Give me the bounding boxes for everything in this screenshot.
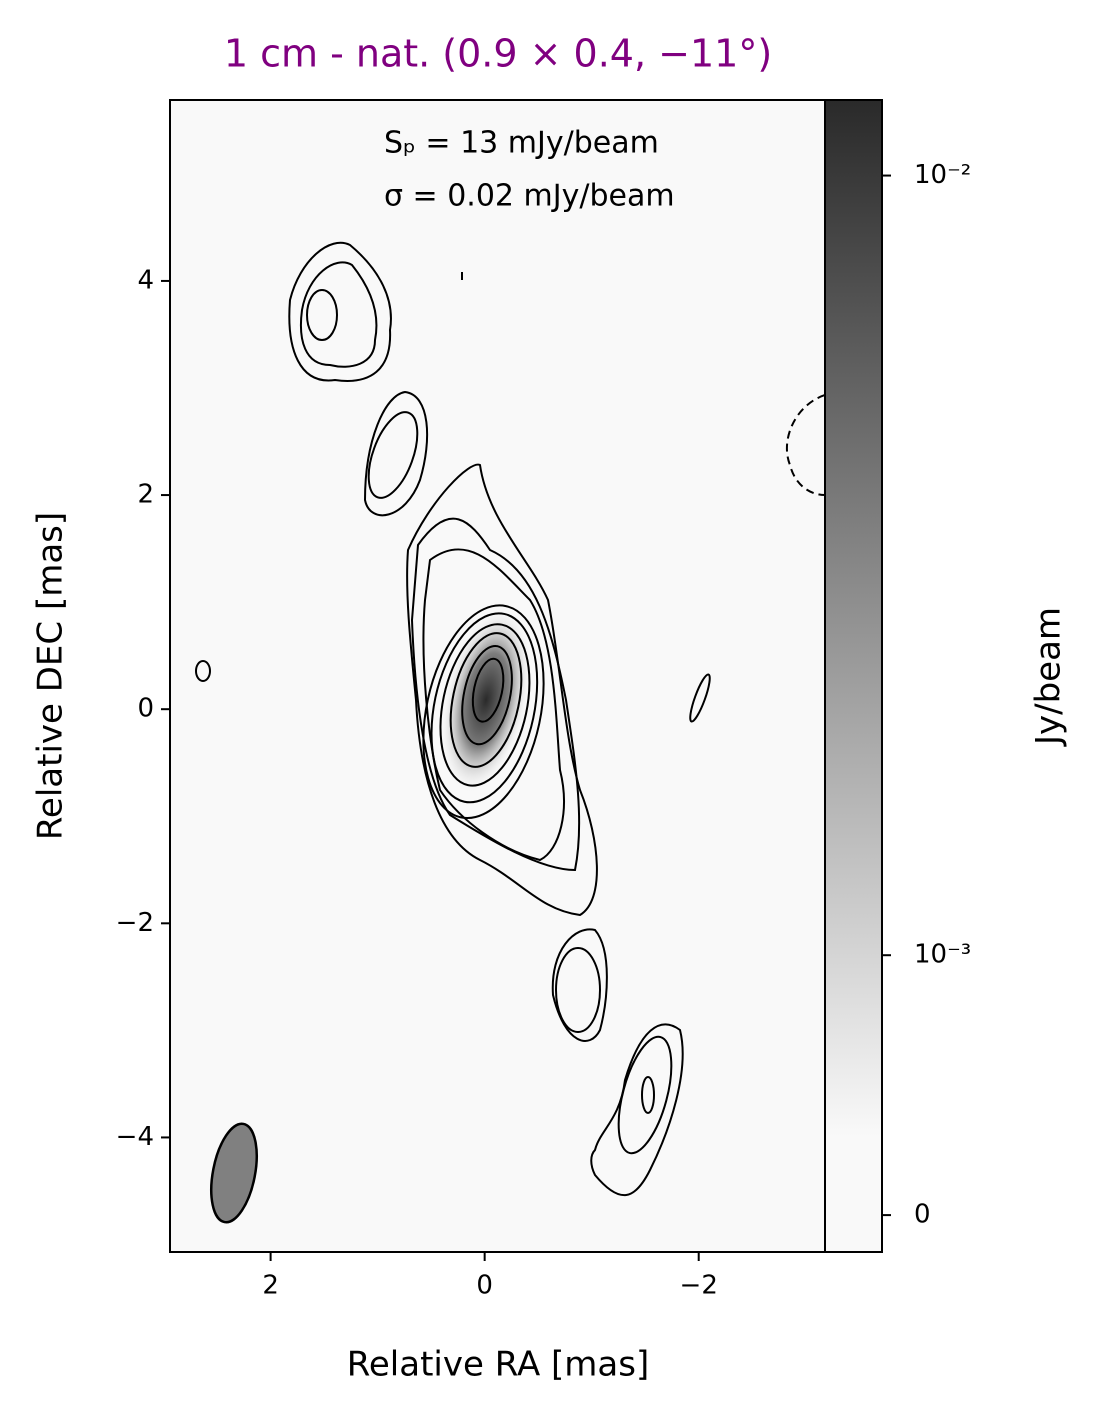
y-tick-label: −4 <box>116 1122 154 1152</box>
annotation: Sₚ = 13 mJy/beam <box>384 126 659 161</box>
colorbar-tick-label: 0 <box>914 1200 931 1230</box>
y-tick-label: 0 <box>137 694 154 724</box>
contour-map <box>195 241 825 1224</box>
intensity-core <box>440 606 532 794</box>
colorbar-tick-label: 10⁻² <box>914 160 971 190</box>
core-contours <box>422 604 545 820</box>
beam <box>210 1122 258 1224</box>
y-axis-label: Relative DEC [mas] <box>31 512 71 840</box>
x-tick-label: 2 <box>262 1271 279 1301</box>
x-tick-label: 0 <box>476 1271 493 1301</box>
x-axis-label: Relative RA [mas] <box>347 1345 649 1385</box>
colorbar-tick-label: 10⁻³ <box>914 940 971 970</box>
y-tick-label: 4 <box>137 265 154 295</box>
x-tick-label: −2 <box>680 1271 718 1301</box>
chart-title: 1 cm - nat. (0.9 × 0.4, −11°) <box>224 32 772 76</box>
colorbar-label: Jy/beam <box>1029 607 1069 747</box>
y-tick-label: 2 <box>137 480 154 510</box>
y-tick-label: −2 <box>116 908 154 938</box>
annotation: σ = 0.02 mJy/beam <box>384 179 675 214</box>
colorbar <box>824 99 883 1253</box>
